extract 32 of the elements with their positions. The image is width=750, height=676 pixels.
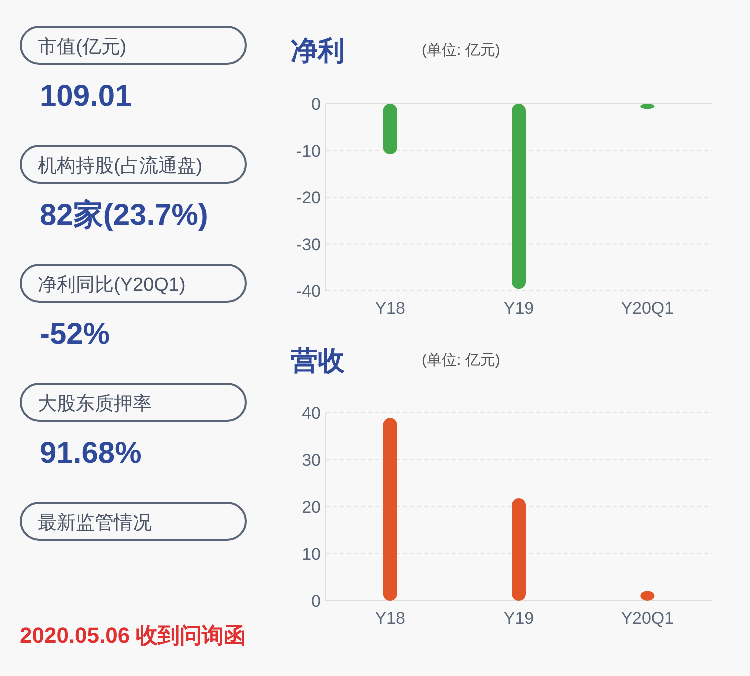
- x-tick-label: Y20Q1: [621, 609, 674, 628]
- y-tick-label: 30: [302, 451, 321, 470]
- chart-title: 营收: [290, 346, 346, 376]
- x-tick-label: Y19: [504, 299, 534, 318]
- x-tick-label: Y18: [375, 609, 406, 628]
- y-tick-label: -30: [296, 235, 321, 254]
- bar: [512, 498, 526, 601]
- chart-title: 净利: [291, 36, 345, 66]
- text: 净利同比(Y20Q1): [38, 275, 186, 296]
- chart-subtitle: (单位: 亿元): [422, 352, 500, 369]
- y-tick-label: -40: [296, 282, 321, 301]
- y-tick-label: 10: [302, 545, 321, 564]
- text: 109.01: [40, 80, 132, 113]
- y-tick-label: 40: [302, 404, 321, 423]
- text: 机构持股(占流通盘): [38, 155, 203, 177]
- text: 82家(23.7%): [40, 198, 208, 232]
- text: 91.68%: [40, 437, 142, 470]
- x-tick-label: Y19: [504, 609, 534, 628]
- chart-subtitle: (单位: 亿元): [422, 42, 500, 59]
- y-tick-label: 20: [302, 498, 321, 517]
- y-tick-label: 0: [312, 592, 321, 611]
- y-tick-label: 0: [312, 95, 321, 114]
- text: 市值(亿元): [38, 36, 127, 58]
- x-tick-label: Y18: [375, 299, 406, 318]
- y-tick-label: -10: [296, 142, 321, 161]
- text: 2020.05.06 收到问询函: [20, 623, 246, 648]
- text: 大股东质押率: [38, 393, 152, 415]
- x-tick-label: Y20Q1: [621, 299, 674, 318]
- bar: [383, 418, 398, 601]
- text: 最新监管情况: [38, 512, 152, 534]
- y-tick-label: -20: [296, 188, 321, 208]
- text: -52%: [40, 318, 110, 351]
